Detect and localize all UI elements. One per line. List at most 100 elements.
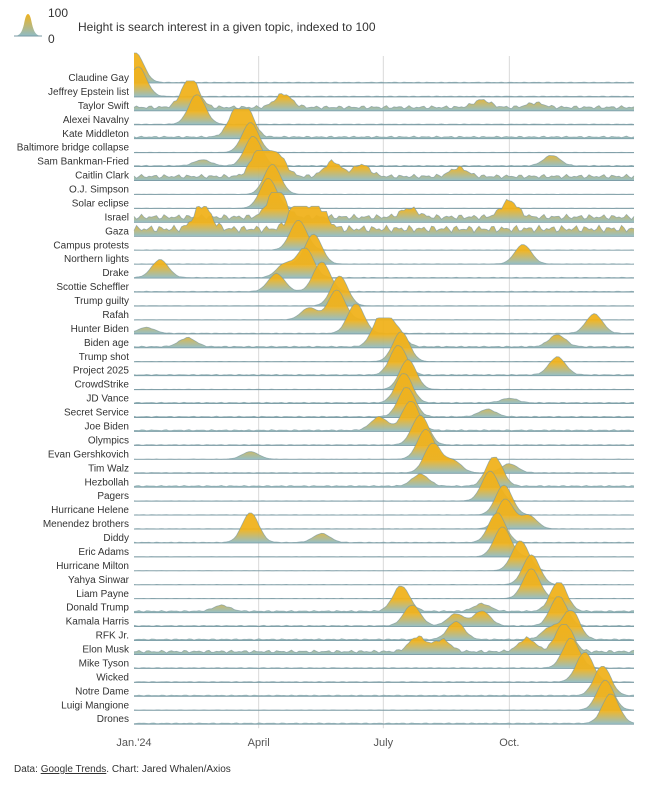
source-suffix: . Chart: Jared Whalen/Axios: [106, 764, 231, 775]
ridge-outline: [133, 456, 635, 488]
ridge-outline: [133, 261, 635, 293]
ridge-outline: [133, 610, 635, 641]
x-tick-label: Oct.: [499, 737, 519, 749]
ridge-area: [134, 513, 634, 544]
series-label: Campus protests: [53, 240, 129, 251]
ridge-area: [134, 234, 634, 265]
series-label: Claudine Gay: [68, 73, 129, 84]
legend-ridge-icon: [14, 14, 42, 37]
ridge-outline: [133, 150, 635, 179]
ridge-area: [134, 540, 634, 571]
series-label: Drones: [97, 714, 129, 725]
ridge-area: [134, 136, 634, 167]
ridge-outline: [134, 94, 635, 125]
ridge-outline: [133, 289, 635, 321]
ridge-outline: [133, 442, 634, 474]
ridge-outline: [133, 428, 634, 460]
ridge-area: [134, 248, 634, 279]
series-label: Luigi Mangione: [61, 700, 129, 711]
legend-max-label: 100: [48, 6, 69, 20]
ridge-outline: [133, 693, 635, 725]
ridge-outline: [133, 582, 635, 613]
ridge-outline: [133, 247, 635, 279]
series-label: Rafah: [102, 310, 129, 321]
ridge-area: [134, 192, 634, 223]
series-label: Tim Walz: [88, 463, 129, 474]
series-label: Kate Middleton: [62, 129, 129, 140]
x-tick-label: April: [248, 737, 270, 749]
series-label: Trump shot: [79, 352, 129, 363]
series-label: Hurricane Milton: [56, 561, 129, 572]
ridge-area: [134, 694, 634, 725]
ridge-area: [134, 527, 634, 557]
ridge-outline: [133, 80, 635, 110]
series-label: Caitlin Clark: [75, 171, 130, 182]
ridge-area: [134, 485, 634, 516]
series-label: Joe Biden: [85, 422, 129, 433]
series-label: JD Vance: [86, 394, 129, 405]
ridge-area: [134, 624, 634, 655]
series-label: Olympics: [88, 435, 129, 446]
ridge-outline: [133, 317, 635, 348]
series-label: O.J. Simpson: [69, 185, 129, 196]
ridge-outline: [134, 136, 635, 167]
series-label: Wicked: [96, 672, 129, 683]
ridge-area: [134, 443, 634, 474]
series-label: CrowdStrike: [75, 380, 130, 391]
series-label: Gaza: [105, 226, 129, 237]
ridge-outline: [134, 666, 635, 697]
source-note: Data: Google Trends. Chart: Jared Whalen…: [14, 764, 231, 775]
ridge-area: [134, 164, 634, 195]
ridge-area: [134, 666, 634, 697]
ridge-area: [134, 262, 634, 293]
x-tick-label: July: [374, 737, 394, 749]
ridge-area: [134, 457, 634, 488]
series-label: Hurricane Helene: [51, 505, 129, 516]
series-label: Notre Dame: [75, 686, 129, 697]
legend-min-label: 0: [48, 32, 55, 46]
ridge-outline: [133, 540, 634, 572]
series-label: Secret Service: [64, 408, 129, 419]
series-label: Liam Payne: [76, 589, 129, 600]
series-label: Baltimore bridge collapse: [17, 143, 130, 154]
ridge-outline: [133, 554, 635, 586]
ridge-area: [134, 303, 634, 334]
ridge-outline: [133, 624, 635, 654]
ridge-outline: [134, 52, 635, 84]
ridge-outline: [133, 373, 635, 404]
series-label: Jeffrey Epstein list: [48, 87, 129, 98]
ridge-area: [134, 178, 634, 209]
ridgeline-chart: Jan.'24 April July Oct. Claudine Gay Jeffrey …: [17, 52, 635, 749]
ridge-area: [134, 206, 634, 237]
ridge-area: [134, 94, 634, 125]
ridge-area: [134, 290, 634, 320]
x-tick-label: Jan.'24: [116, 737, 151, 749]
series-label: Solar eclipse: [72, 198, 130, 209]
series-label: Scottie Scheffler: [56, 282, 129, 293]
series-label: Trump guilty: [74, 296, 129, 307]
ridge-outline: [133, 512, 635, 544]
ridge-outline: [133, 498, 634, 530]
ridge-outline: [133, 178, 635, 209]
ridge-area: [134, 652, 634, 683]
series-label: Elon Musk: [82, 645, 130, 656]
series-label: Sam Bankman-Fried: [37, 157, 129, 168]
series-label: Alexei Navalny: [63, 115, 129, 126]
ridge-outline: [133, 415, 635, 446]
series-label: Hezbollah: [85, 477, 129, 488]
legend-description: Height is search interest in a given top…: [78, 20, 376, 34]
ridge-outline: [133, 638, 634, 669]
ridge-area: [134, 401, 634, 432]
series-label: Mike Tyson: [79, 658, 129, 669]
series-label: Project 2025: [73, 366, 130, 377]
source-link[interactable]: Google Trends: [40, 764, 107, 775]
ridge-area: [134, 429, 634, 460]
ridge-area: [134, 80, 634, 111]
series-label: Diddy: [103, 533, 129, 544]
ridge-area: [134, 317, 634, 348]
series-label: Biden age: [84, 338, 129, 349]
ridge-outline: [133, 66, 635, 98]
ridge-outline: [133, 205, 635, 234]
source-prefix: Data:: [14, 764, 41, 775]
ridge-area: [134, 66, 634, 97]
